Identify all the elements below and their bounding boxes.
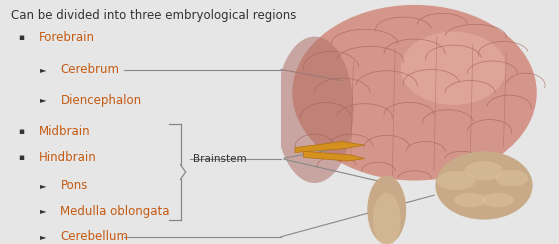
Ellipse shape [367, 176, 406, 244]
Polygon shape [295, 142, 364, 152]
Polygon shape [304, 151, 364, 161]
Text: Hindbrain: Hindbrain [39, 151, 97, 164]
Ellipse shape [276, 37, 353, 183]
Text: ▪: ▪ [18, 127, 24, 136]
Text: Forebrain: Forebrain [39, 31, 96, 44]
Text: ►: ► [40, 181, 47, 190]
Ellipse shape [465, 161, 504, 181]
Ellipse shape [495, 170, 528, 187]
Text: Midbrain: Midbrain [39, 125, 91, 138]
Ellipse shape [373, 193, 401, 244]
Text: Can be divided into three embryological regions: Can be divided into three embryological … [11, 9, 297, 21]
Ellipse shape [437, 171, 476, 190]
Ellipse shape [481, 193, 514, 207]
Text: ►: ► [40, 232, 47, 241]
Text: ►: ► [40, 207, 47, 215]
Text: ▪: ▪ [18, 153, 24, 162]
Text: Pons: Pons [60, 179, 88, 192]
Text: Diencephalon: Diencephalon [60, 93, 141, 107]
Ellipse shape [292, 5, 537, 181]
Text: Brainstem: Brainstem [193, 154, 246, 163]
Ellipse shape [435, 151, 533, 220]
Ellipse shape [453, 193, 487, 207]
Text: ►: ► [40, 65, 47, 74]
Text: ►: ► [40, 96, 47, 104]
Text: Medulla oblongata: Medulla oblongata [60, 204, 170, 218]
Text: Cerebellum: Cerebellum [60, 230, 129, 243]
Ellipse shape [401, 32, 506, 105]
Text: ▪: ▪ [18, 33, 24, 42]
Text: Cerebrum: Cerebrum [60, 63, 120, 76]
